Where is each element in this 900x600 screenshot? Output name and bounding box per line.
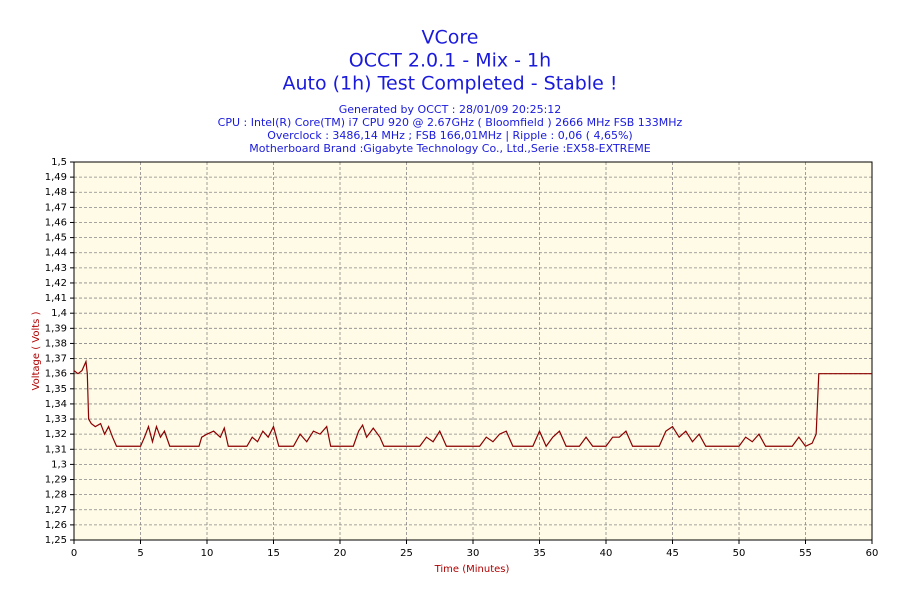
y-tick-label: 1,27 — [45, 505, 67, 516]
subtitle: CPU : Intel(R) Core(TM) i7 CPU 920 @ 2.6… — [218, 116, 683, 129]
y-tick-label: 1,33 — [45, 414, 67, 425]
y-tick-label: 1,5 — [51, 157, 67, 168]
y-tick-label: 1,42 — [45, 278, 67, 289]
x-tick-label: 10 — [201, 548, 214, 559]
x-tick-label: 15 — [267, 548, 280, 559]
y-tick-label: 1,29 — [45, 475, 67, 486]
y-tick-label: 1,46 — [45, 217, 67, 228]
y-tick-label: 1,36 — [45, 369, 67, 380]
x-tick-label: 5 — [137, 548, 143, 559]
y-tick-label: 1,25 — [45, 535, 67, 546]
y-tick-label: 1,43 — [45, 263, 67, 274]
y-tick-label: 1,49 — [45, 172, 67, 183]
y-tick-label: 1,41 — [45, 293, 67, 304]
y-tick-label: 1,32 — [45, 429, 67, 440]
x-tick-label: 35 — [533, 548, 546, 559]
x-tick-label: 40 — [600, 548, 613, 559]
y-tick-label: 1,35 — [45, 384, 67, 395]
chart-title: VCore — [422, 27, 479, 49]
subtitle: Motherboard Brand :Gigabyte Technology C… — [249, 142, 650, 155]
y-axis-label: Voltage ( Volts ) — [31, 311, 42, 390]
y-tick-label: 1,28 — [45, 490, 67, 501]
subtitle: Generated by OCCT : 28/01/09 20:25:12 — [339, 103, 562, 116]
chart-title: OCCT 2.0.1 - Mix - 1h — [349, 50, 551, 72]
y-tick-label: 1,48 — [45, 187, 67, 198]
y-tick-label: 1,26 — [45, 520, 67, 531]
y-tick-label: 1,3 — [51, 459, 67, 470]
subtitle: Overclock : 3486,14 MHz ; FSB 166,01MHz … — [267, 129, 632, 142]
y-tick-label: 1,31 — [45, 444, 67, 455]
y-tick-label: 1,44 — [45, 248, 67, 259]
x-tick-label: 30 — [467, 548, 480, 559]
line — [73, 359, 872, 448]
y-tick-label: 1,4 — [51, 308, 67, 319]
x-axis-label: Time (Minutes) — [434, 564, 510, 575]
y-tick-label: 1,38 — [45, 338, 67, 349]
x-tick-label: 50 — [733, 548, 746, 559]
plot-border — [73, 161, 873, 541]
x-tick-label: 20 — [334, 548, 347, 559]
x-tick-label: 45 — [666, 548, 679, 559]
y-tick-label: 1,34 — [45, 399, 67, 410]
y-tick-label: 1,39 — [45, 323, 67, 334]
y-tick-label: 1,37 — [45, 354, 67, 365]
x-tick-label: 55 — [799, 548, 812, 559]
y-tick-label: 1,47 — [45, 202, 67, 213]
chart-title: Auto (1h) Test Completed - Stable ! — [282, 73, 617, 95]
x-tick-label: 25 — [400, 548, 413, 559]
x-tick-label: 0 — [71, 548, 77, 559]
y-tick-label: 1,45 — [45, 233, 67, 244]
x-tick-label: 60 — [866, 548, 879, 559]
